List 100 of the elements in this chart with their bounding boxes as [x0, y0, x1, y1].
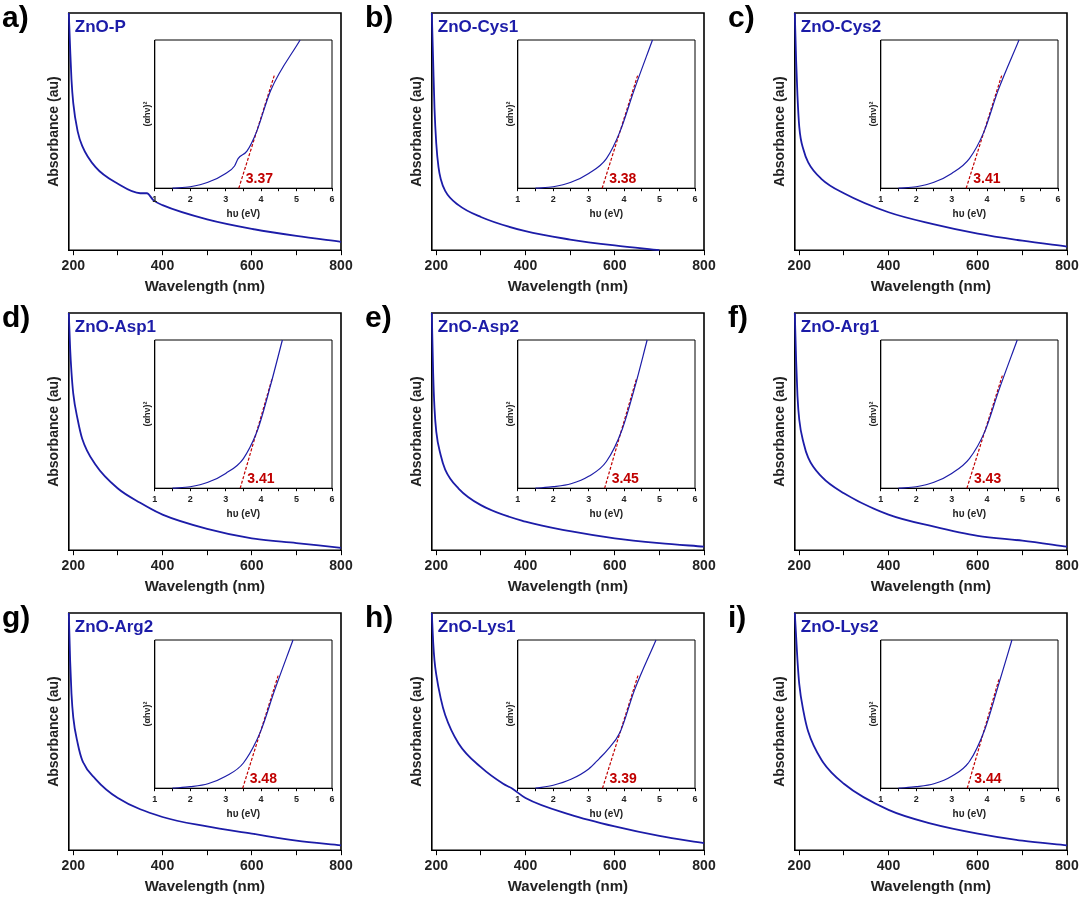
- x-axis-title: Wavelength (nm): [507, 277, 629, 295]
- x-tick-label: 5: [657, 494, 663, 505]
- x-tick-label: 200: [787, 557, 812, 574]
- y-axis-title: (αhν)²: [141, 401, 152, 427]
- x-tick-label: 1: [152, 794, 158, 805]
- x-tick-label: 600: [966, 257, 990, 274]
- y-axis-title: (αhν)²: [141, 701, 152, 727]
- x-tick-label: 800: [329, 257, 353, 274]
- x-axis-title: hυ (eV): [226, 207, 261, 219]
- text: e): [365, 300, 392, 334]
- y-axis-title: (αhν)²: [504, 101, 515, 127]
- x-tick-label: 1: [152, 494, 158, 505]
- chart-title: ZnO-Arg2: [74, 617, 154, 637]
- x-tick-label: 2: [187, 794, 193, 805]
- x-tick-label: 2: [187, 494, 193, 505]
- x-tick-label: 6: [329, 194, 335, 205]
- x-tick-label: 5: [657, 794, 663, 805]
- annotation: 3.48: [249, 770, 278, 787]
- chart-title: ZnO-Lys2: [800, 617, 879, 637]
- x-tick-label: 400: [150, 857, 175, 874]
- x-axis-title: Wavelength (nm): [870, 577, 992, 595]
- x-tick-label: 600: [966, 557, 990, 574]
- x-axis-title: Wavelength (nm): [144, 577, 266, 595]
- y-axis-title: Absorbance (au): [771, 76, 788, 187]
- y-axis-title: (αhν)²: [141, 101, 152, 127]
- x-axis-title: hυ (eV): [226, 807, 261, 819]
- x-tick-label: 800: [692, 557, 716, 574]
- x-tick-label: 200: [787, 257, 812, 274]
- x-tick-label: 1: [152, 194, 158, 205]
- y-axis-title: Absorbance (au): [408, 676, 425, 787]
- x-tick-label: 200: [61, 257, 86, 274]
- x-tick-label: 5: [294, 194, 300, 205]
- text: a): [2, 0, 29, 34]
- x-tick-label: 200: [61, 557, 86, 574]
- x-tick-label: 200: [424, 557, 449, 574]
- x-tick-label: 2: [550, 494, 556, 505]
- x-tick-label: 6: [1055, 794, 1061, 805]
- x-tick-label: 6: [692, 494, 698, 505]
- x-tick-label: 800: [329, 557, 353, 574]
- chart-title: ZnO-Cys1: [437, 17, 519, 37]
- x-tick-label: 1: [515, 494, 521, 505]
- y-axis-title: Absorbance (au): [408, 76, 425, 187]
- x-tick-label: 2: [550, 794, 556, 805]
- x-tick-label: 600: [603, 257, 627, 274]
- x-axis-title: hυ (eV): [952, 207, 987, 219]
- x-tick-label: 6: [1055, 194, 1061, 205]
- text: g): [2, 600, 31, 634]
- y-axis-title: Absorbance (au): [45, 376, 62, 487]
- x-tick-label: 400: [513, 557, 538, 574]
- x-tick-label: 4: [984, 494, 990, 505]
- x-tick-label: 5: [1020, 194, 1026, 205]
- x-tick-label: 5: [1020, 794, 1026, 805]
- x-tick-label: 200: [424, 257, 449, 274]
- x-tick-label: 1: [878, 794, 884, 805]
- annotation: 3.43: [973, 470, 1002, 487]
- x-tick-label: 3: [949, 794, 955, 805]
- x-tick-label: 2: [550, 194, 556, 205]
- x-axis-title: hυ (eV): [952, 807, 987, 819]
- chart-title: ZnO-Asp1: [74, 317, 157, 337]
- x-tick-label: 600: [603, 857, 627, 874]
- y-axis-title: Absorbance (au): [45, 676, 62, 787]
- x-axis-title: Wavelength (nm): [870, 277, 992, 295]
- x-tick-label: 3: [223, 494, 229, 505]
- x-tick-label: 800: [1055, 557, 1079, 574]
- x-tick-label: 6: [692, 794, 698, 805]
- y-axis-title: (αhν)²: [867, 701, 878, 727]
- x-tick-label: 5: [657, 194, 663, 205]
- text: b): [365, 0, 394, 34]
- x-axis-title: Wavelength (nm): [144, 277, 266, 295]
- x-tick-label: 600: [240, 257, 264, 274]
- x-axis-title: hυ (eV): [589, 207, 624, 219]
- y-axis-title: Absorbance (au): [45, 76, 62, 187]
- x-axis-title: Wavelength (nm): [144, 877, 266, 895]
- annotation: 3.41: [247, 470, 275, 487]
- x-tick-label: 4: [621, 794, 627, 805]
- x-axis-title: hυ (eV): [226, 507, 261, 519]
- x-tick-label: 2: [913, 794, 919, 805]
- x-tick-label: 800: [692, 257, 716, 274]
- y-axis-title: Absorbance (au): [771, 376, 788, 487]
- y-axis-title: Absorbance (au): [408, 376, 425, 487]
- x-tick-label: 400: [150, 557, 175, 574]
- x-tick-label: 600: [966, 857, 990, 874]
- x-tick-label: 3: [586, 194, 592, 205]
- x-tick-label: 5: [1020, 494, 1026, 505]
- x-tick-label: 600: [240, 557, 264, 574]
- x-tick-label: 400: [876, 857, 901, 874]
- x-tick-label: 4: [258, 194, 264, 205]
- x-tick-label: 6: [329, 794, 335, 805]
- y-axis-title: (αhν)²: [867, 401, 878, 427]
- y-axis-title: (αhν)²: [867, 101, 878, 127]
- x-tick-label: 5: [294, 494, 300, 505]
- x-tick-label: 4: [258, 794, 264, 805]
- x-tick-label: 2: [913, 194, 919, 205]
- x-tick-label: 4: [984, 194, 990, 205]
- x-tick-label: 3: [586, 494, 592, 505]
- annotation: 3.39: [609, 770, 637, 787]
- x-tick-label: 400: [513, 857, 538, 874]
- x-tick-label: 3: [586, 794, 592, 805]
- chart-title: ZnO-Asp2: [437, 317, 520, 337]
- x-tick-label: 400: [876, 257, 901, 274]
